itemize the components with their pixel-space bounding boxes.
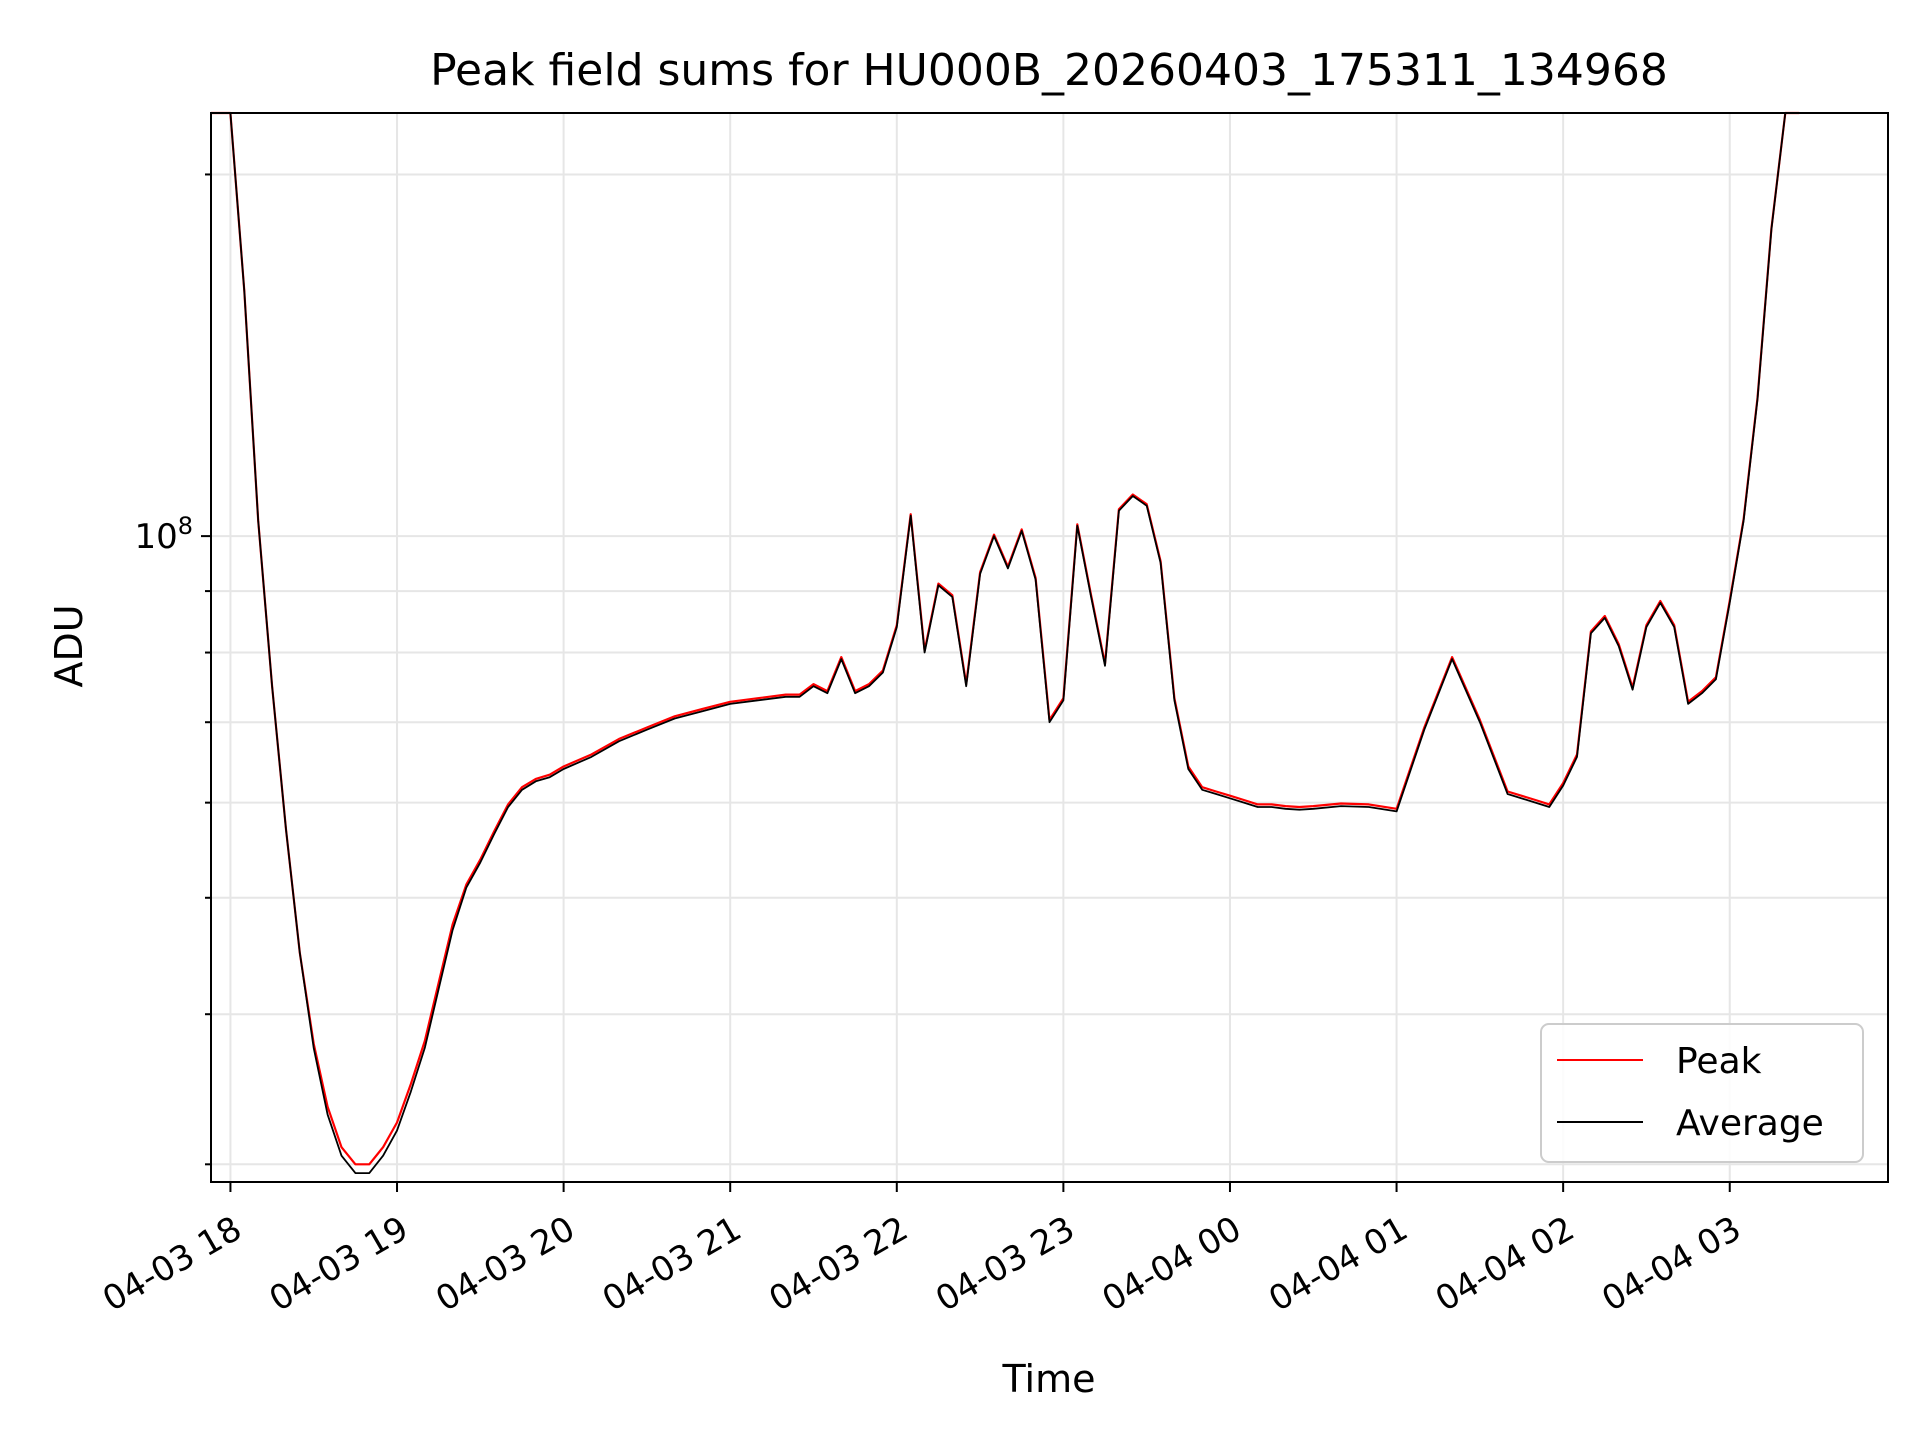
series-line-peak — [211, 111, 1800, 1166]
x-tick-label: 04-03 18 — [96, 1209, 248, 1320]
x-tick-label: 04-03 21 — [596, 1209, 748, 1320]
x-axis-label: Time — [1002, 1357, 1096, 1401]
x-tick-label: 04-03 19 — [263, 1209, 415, 1320]
x-tick-label: 04-04 03 — [1595, 1209, 1747, 1320]
ticks-layer: 04-03 18 04-03 19 04-03 20 04-03 21 04-03 22… — [96, 173, 1748, 1320]
legend-label-average: Average — [1676, 1103, 1824, 1144]
y-tick-label: 108 — [134, 512, 193, 557]
legend-box — [1540, 1023, 1864, 1163]
x-tick-label: 04-03 22 — [762, 1209, 914, 1320]
y-tick-exponent: 8 — [178, 512, 193, 540]
plot-frame — [210, 112, 1889, 1183]
x-tick-label: 04-04 01 — [1262, 1209, 1414, 1320]
y-axis-label: ADU — [47, 604, 91, 687]
x-tick-label: 04-03 20 — [429, 1209, 581, 1320]
chart-title: Peak field sums for HU000B_20260403_1753… — [430, 45, 1668, 96]
legend-label-peak: Peak — [1676, 1041, 1762, 1082]
x-tick-label: 04-04 02 — [1429, 1209, 1581, 1320]
x-tick-label: 04-04 00 — [1096, 1209, 1248, 1320]
series-line-average — [211, 112, 1800, 1174]
series-layer — [211, 111, 1800, 1174]
legend: Peak Average — [1540, 1023, 1864, 1163]
x-tick-label: 04-03 23 — [929, 1209, 1081, 1320]
grid-layer — [211, 113, 1888, 1182]
